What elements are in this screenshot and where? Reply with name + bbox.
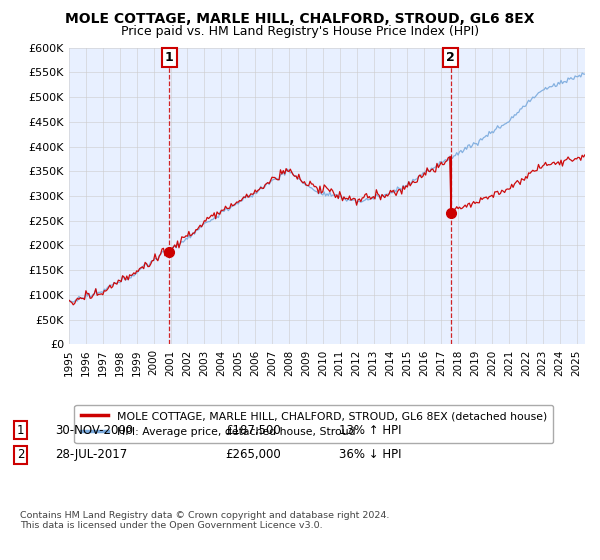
Text: 2: 2 [17,448,24,461]
Text: 28-JUL-2017: 28-JUL-2017 [55,448,127,461]
Text: 30-NOV-2000: 30-NOV-2000 [55,423,133,437]
Text: 1: 1 [165,51,173,64]
Text: 1: 1 [17,423,24,437]
Legend: MOLE COTTAGE, MARLE HILL, CHALFORD, STROUD, GL6 8EX (detached house), HPI: Avera: MOLE COTTAGE, MARLE HILL, CHALFORD, STRO… [74,405,553,443]
Text: 36% ↓ HPI: 36% ↓ HPI [339,448,401,461]
Text: £265,000: £265,000 [225,448,281,461]
Text: £187,500: £187,500 [225,423,281,437]
Text: Contains HM Land Registry data © Crown copyright and database right 2024.
This d: Contains HM Land Registry data © Crown c… [20,511,390,530]
Text: 2: 2 [446,51,455,64]
Text: MOLE COTTAGE, MARLE HILL, CHALFORD, STROUD, GL6 8EX: MOLE COTTAGE, MARLE HILL, CHALFORD, STRO… [65,12,535,26]
Text: 13% ↑ HPI: 13% ↑ HPI [339,423,401,437]
Text: Price paid vs. HM Land Registry's House Price Index (HPI): Price paid vs. HM Land Registry's House … [121,25,479,38]
